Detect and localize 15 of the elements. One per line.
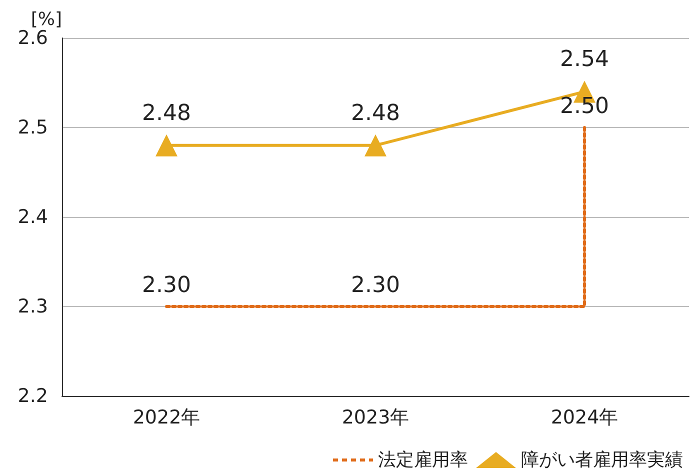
data-label: 2.48 [351, 100, 400, 126]
y-tick-label: 2.5 [18, 116, 48, 138]
x-tick-label: 2023年 [342, 406, 410, 428]
y-tick-label: 2.2 [18, 385, 48, 407]
x-tick-label: 2022年 [132, 406, 200, 428]
y-tick-label: 2.4 [18, 206, 48, 228]
data-label: 2.54 [560, 47, 609, 72]
legend-label: 法定雇用率 [378, 450, 468, 470]
data-label: 2.30 [142, 273, 191, 298]
data-label: 2.50 [560, 94, 609, 119]
data-label: 2.48 [142, 100, 191, 126]
y-tick-label: 2.3 [18, 296, 48, 318]
x-tick-label: 2024年 [550, 406, 618, 428]
legend-label: 障がい者雇用率実績 [521, 450, 683, 470]
data-label: 2.30 [351, 273, 400, 298]
